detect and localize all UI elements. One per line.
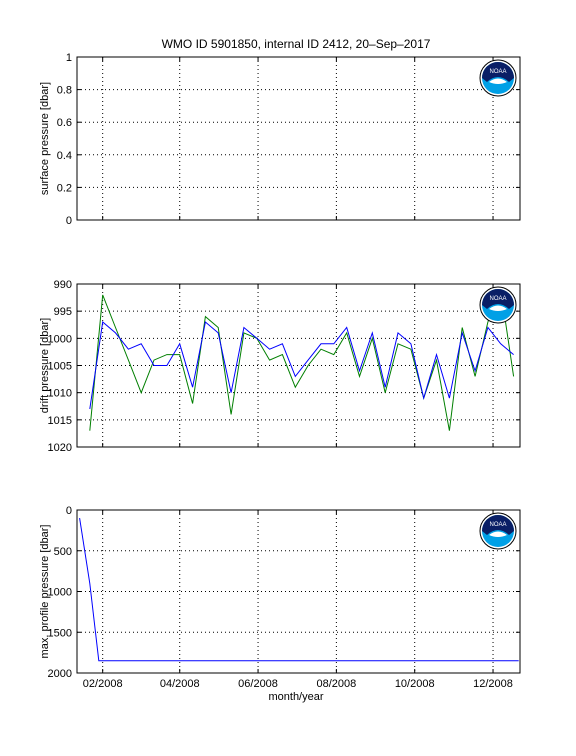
y-axis-title: surface pressure [dbar] — [39, 82, 51, 195]
x-tick-label: 04/2008 — [160, 678, 200, 690]
noaa-logo-text: NOAA — [489, 522, 506, 528]
y-tick-label: 990 — [54, 279, 72, 291]
x-tick-label: 02/2008 — [83, 678, 123, 690]
noaa-logo-text: NOAA — [489, 296, 506, 302]
y-tick-label: 0.2 — [57, 182, 72, 194]
panel-max-profile-pressure: 02/2008 04/2008 06/2008 08/2008 10/2008 12/20… — [39, 505, 521, 690]
y-tick-label: 1015 — [48, 415, 72, 427]
plot-area-frame — [76, 509, 521, 674]
y-tick-label: 1010 — [48, 388, 72, 400]
x-tick-label: 10/2008 — [395, 678, 435, 690]
noaa-logo-gull — [489, 305, 507, 311]
y-tick-label: 1000 — [48, 333, 72, 345]
series-line — [89, 287, 515, 431]
series-line — [79, 518, 519, 662]
plot-area-frame — [76, 283, 521, 448]
y-tick-label: 0.6 — [57, 117, 72, 129]
y-tick-label: 500 — [54, 546, 72, 558]
series-line — [89, 321, 514, 410]
panel-surface-pressure: 0 0.2 0.4 0.6 0.8 1 surface pressure [dbar] NOA… — [39, 52, 521, 227]
y-tick-label: 1500 — [48, 627, 72, 639]
y-axis-title: drift pressure [dbar] — [39, 318, 51, 413]
noaa-logo-sky — [482, 289, 514, 309]
noaa-logo-icon: NOAA — [479, 59, 517, 97]
y-tick-label: 1000 — [48, 587, 72, 599]
y-tick-label: 0.8 — [57, 85, 72, 97]
noaa-logo-icon: NOAA — [479, 286, 517, 324]
chart-title: WMO ID 5901850, internal ID 2412, 20–Sep… — [162, 37, 431, 51]
noaa-logo-sky — [482, 515, 514, 535]
noaa-logo-sky — [482, 62, 514, 82]
y-axis-title: max. profile pressure [dbar] — [39, 525, 51, 659]
y-tick-label: 995 — [54, 306, 72, 318]
x-axis-title: month/year — [268, 691, 323, 703]
y-tick-label: 1020 — [48, 442, 72, 454]
y-tick-label: 2000 — [48, 668, 72, 680]
panel-drift-pressure: 990 995 1000 1005 1010 1015 1020 drift pressure… — [39, 279, 521, 454]
y-tick-label: 1005 — [48, 361, 72, 373]
y-tick-label: 0.4 — [57, 150, 72, 162]
noaa-logo-icon: NOAA — [479, 512, 517, 550]
noaa-logo-gull — [489, 531, 507, 537]
y-tick-label: 0 — [66, 215, 72, 227]
x-tick-label: 06/2008 — [238, 678, 278, 690]
plot-area-frame — [76, 56, 521, 221]
y-tick-label: 0 — [66, 505, 72, 517]
y-tick-label: 1 — [66, 52, 72, 64]
noaa-logo-gull — [489, 78, 507, 84]
x-tick-label: 08/2008 — [316, 678, 356, 690]
x-tick-label: 12/2008 — [473, 678, 513, 690]
noaa-logo-text: NOAA — [489, 69, 506, 75]
